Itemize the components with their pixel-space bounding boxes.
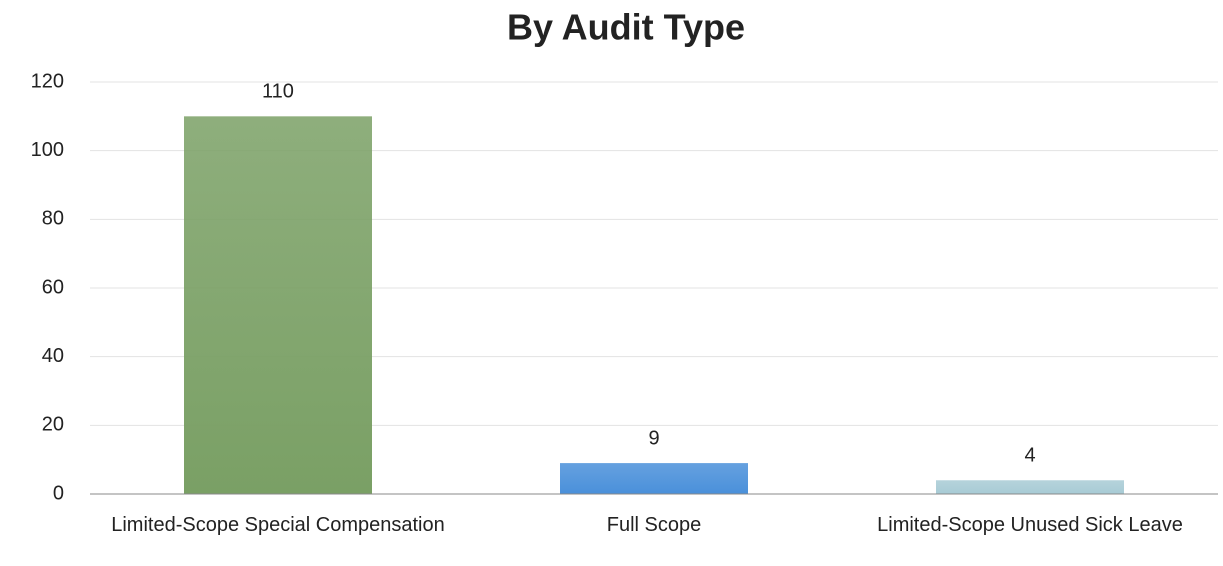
y-tick-label: 60 [42, 276, 64, 298]
data-label: 110 [262, 81, 294, 103]
x-tick-label: Full Scope [606, 514, 702, 536]
x-tick-label: Limited-Scope Unused Sick Leave [877, 514, 1183, 536]
bar [936, 480, 1124, 494]
chart-title: By Audit Type [507, 7, 745, 48]
y-tick-label: 80 [42, 208, 64, 230]
data-label: 9 [648, 427, 659, 449]
y-tick-label: 0 [53, 482, 64, 504]
bar [560, 463, 748, 494]
y-tick-label: 100 [31, 139, 64, 161]
x-tick-label: Limited-Scope Special Compensation [111, 514, 445, 536]
data-label: 4 [1024, 445, 1035, 467]
y-tick-label: 20 [42, 414, 64, 436]
y-tick-label: 120 [31, 70, 64, 92]
bar [184, 116, 372, 494]
y-tick-label: 40 [42, 345, 64, 367]
